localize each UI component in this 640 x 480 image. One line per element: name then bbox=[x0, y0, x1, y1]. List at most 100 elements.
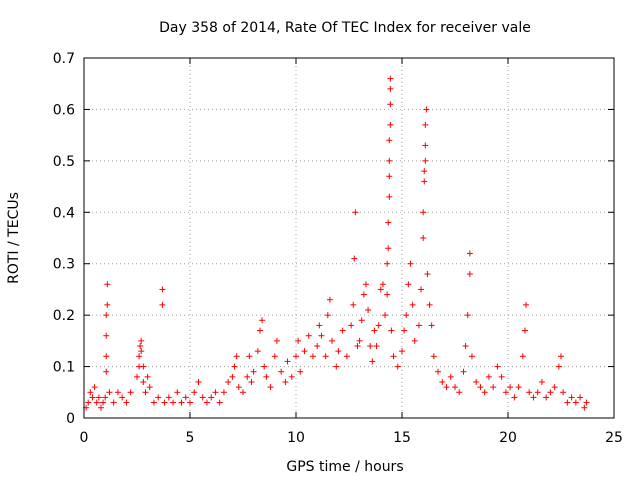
data-point bbox=[375, 322, 382, 329]
x-tick-label: 10 bbox=[287, 430, 305, 446]
data-point bbox=[305, 332, 312, 339]
data-point bbox=[254, 348, 261, 355]
data-points bbox=[83, 75, 590, 411]
data-point bbox=[339, 327, 346, 334]
data-point bbox=[278, 368, 285, 375]
x-tick-label: 15 bbox=[393, 430, 411, 446]
data-point bbox=[140, 363, 147, 370]
data-point bbox=[102, 394, 109, 401]
data-point bbox=[106, 389, 113, 396]
data-point bbox=[240, 389, 246, 396]
grid bbox=[84, 58, 614, 418]
data-point bbox=[415, 322, 422, 329]
data-point bbox=[267, 384, 274, 391]
data-point bbox=[428, 322, 435, 329]
data-point bbox=[555, 363, 562, 370]
data-point bbox=[538, 379, 545, 385]
data-point bbox=[384, 291, 391, 298]
data-point bbox=[386, 157, 393, 164]
data-point bbox=[256, 327, 263, 334]
x-tick-label: 5 bbox=[186, 430, 195, 446]
data-point bbox=[203, 399, 210, 406]
y-tick-label: 0.6 bbox=[53, 102, 75, 118]
data-point bbox=[318, 332, 325, 339]
data-point bbox=[551, 384, 558, 391]
data-point bbox=[343, 353, 350, 360]
data-point bbox=[326, 296, 333, 303]
data-point bbox=[420, 235, 427, 241]
x-axis-label: GPS time / hours bbox=[286, 459, 403, 475]
data-point bbox=[282, 379, 289, 385]
data-point bbox=[165, 394, 172, 401]
data-point bbox=[519, 353, 526, 360]
data-point bbox=[263, 373, 270, 380]
data-point bbox=[271, 353, 278, 360]
data-point bbox=[351, 255, 358, 262]
data-point bbox=[89, 394, 96, 401]
data-point bbox=[284, 358, 291, 365]
data-point bbox=[447, 373, 454, 380]
data-point bbox=[150, 399, 157, 406]
data-point bbox=[430, 353, 437, 360]
data-point bbox=[352, 209, 359, 216]
data-point bbox=[485, 373, 492, 380]
data-point bbox=[521, 327, 528, 334]
data-point bbox=[583, 399, 590, 406]
data-point bbox=[385, 245, 392, 252]
data-point bbox=[178, 399, 185, 406]
data-point bbox=[138, 348, 145, 355]
data-point bbox=[293, 353, 299, 360]
data-point bbox=[354, 343, 361, 349]
data-point bbox=[199, 394, 206, 401]
data-point bbox=[388, 327, 395, 334]
data-point bbox=[387, 101, 394, 108]
data-point bbox=[443, 384, 450, 391]
data-point bbox=[225, 379, 232, 385]
data-point bbox=[462, 343, 469, 349]
data-point bbox=[507, 384, 514, 391]
data-point bbox=[511, 394, 518, 401]
data-point bbox=[423, 106, 430, 113]
data-point bbox=[387, 121, 394, 128]
data-point bbox=[159, 301, 166, 308]
data-point bbox=[420, 209, 427, 216]
data-point bbox=[466, 250, 473, 257]
data-point bbox=[405, 281, 412, 288]
data-point bbox=[208, 394, 215, 401]
data-point bbox=[382, 312, 389, 319]
data-point bbox=[409, 301, 416, 308]
data-point bbox=[137, 343, 144, 349]
data-point bbox=[273, 337, 280, 344]
data-point bbox=[246, 353, 253, 360]
data-point bbox=[114, 389, 121, 396]
data-point bbox=[377, 286, 384, 293]
data-point bbox=[297, 368, 304, 375]
data-point bbox=[142, 389, 149, 396]
data-point bbox=[144, 373, 151, 380]
data-point bbox=[407, 260, 414, 267]
data-point bbox=[543, 394, 550, 401]
data-point bbox=[333, 363, 340, 370]
data-point bbox=[365, 307, 372, 313]
plot-frame bbox=[83, 57, 615, 419]
data-point bbox=[498, 373, 505, 380]
y-tick-label: 0.2 bbox=[53, 308, 75, 324]
data-point bbox=[526, 389, 533, 396]
data-point bbox=[95, 394, 102, 401]
data-point bbox=[104, 301, 111, 308]
data-point bbox=[250, 368, 257, 375]
data-point bbox=[295, 337, 302, 344]
data-point bbox=[481, 389, 488, 396]
data-point bbox=[195, 379, 202, 385]
data-point bbox=[229, 373, 236, 380]
data-point bbox=[387, 85, 394, 92]
data-point bbox=[494, 363, 501, 370]
data-point bbox=[422, 157, 429, 164]
data-point bbox=[103, 353, 110, 360]
data-point bbox=[119, 394, 126, 401]
data-point bbox=[568, 394, 575, 401]
data-point bbox=[558, 353, 564, 360]
data-point bbox=[387, 75, 394, 82]
data-point bbox=[216, 399, 223, 406]
data-point bbox=[422, 121, 429, 128]
